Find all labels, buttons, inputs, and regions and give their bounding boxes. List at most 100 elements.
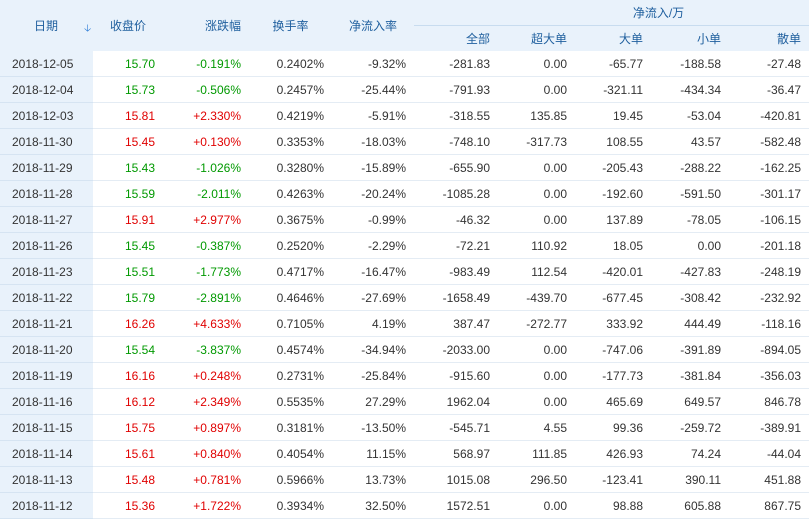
table-row: 2018-11-14 15.61 +0.840% 0.4054% 11.15% 568.9… <box>0 440 809 467</box>
net-large-cell: 465.69 <box>575 388 651 415</box>
change-cell: -3.837% <box>163 336 249 363</box>
net-all-cell: -318.55 <box>414 102 498 129</box>
change-cell: -2.891% <box>163 284 249 311</box>
net-small-cell: -53.04 <box>651 102 729 129</box>
close-cell: 15.73 <box>93 76 163 103</box>
table-row: 2018-11-13 15.48 +0.781% 0.5966% 13.73% 1015.… <box>0 466 809 493</box>
date-cell: 2018-11-13 <box>0 466 93 493</box>
column-header-turnover[interactable]: 换手率 <box>249 0 332 51</box>
net-large-cell: 98.88 <box>575 492 651 519</box>
table-body: 2018-12-05 15.70 -0.191% 0.2402% -9.32% -281.… <box>0 51 809 519</box>
net-retail-cell: -582.48 <box>729 128 809 155</box>
table-row: 2018-11-19 16.16 +0.248% 0.2731% -25.84% -915… <box>0 362 809 389</box>
change-cell: +4.633% <box>163 310 249 337</box>
table-row: 2018-12-03 15.81 +2.330% 0.4219% -5.91% -318.… <box>0 102 809 129</box>
net-large-cell: 426.93 <box>575 440 651 467</box>
net-rate-cell: 27.29% <box>332 388 414 415</box>
change-cell: -1.026% <box>163 154 249 181</box>
column-header-all[interactable]: 全部 <box>414 25 498 51</box>
net-all-cell: -983.49 <box>414 258 498 285</box>
close-cell: 15.81 <box>93 102 163 129</box>
net-small-cell: -427.83 <box>651 258 729 285</box>
turnover-cell: 0.4219% <box>249 102 332 129</box>
net-xl-cell: 296.50 <box>498 466 575 493</box>
net-xl-cell: 0.00 <box>498 180 575 207</box>
arrow-down-icon[interactable]: 🡣 <box>84 23 92 34</box>
net-retail-cell: -27.48 <box>729 51 809 77</box>
date-cell: 2018-12-05 <box>0 51 93 77</box>
change-cell: +0.248% <box>163 362 249 389</box>
net-large-cell: -205.43 <box>575 154 651 181</box>
column-header-small[interactable]: 小单 <box>651 25 729 51</box>
turnover-cell: 0.4263% <box>249 180 332 207</box>
net-small-cell: -391.89 <box>651 336 729 363</box>
date-cell: 2018-11-23 <box>0 258 93 285</box>
net-large-cell: -192.60 <box>575 180 651 207</box>
net-small-cell: 390.11 <box>651 466 729 493</box>
column-header-net-rate[interactable]: 净流入率 <box>332 0 414 51</box>
turnover-cell: 0.3280% <box>249 154 332 181</box>
column-header-xl[interactable]: 超大单 <box>498 25 575 51</box>
column-header-close[interactable]: 收盘价 <box>93 0 163 51</box>
net-retail-cell: -106.15 <box>729 206 809 233</box>
change-cell: +2.330% <box>163 102 249 129</box>
net-small-cell: 444.49 <box>651 310 729 337</box>
turnover-cell: 0.3353% <box>249 128 332 155</box>
column-header-date[interactable]: 日期 🡣 <box>0 0 93 51</box>
table-row: 2018-12-05 15.70 -0.191% 0.2402% -9.32% -281.… <box>0 51 809 77</box>
column-header-change[interactable]: 涨跌幅 <box>163 0 249 51</box>
net-rate-cell: -16.47% <box>332 258 414 285</box>
net-large-cell: 19.45 <box>575 102 651 129</box>
turnover-cell: 0.2457% <box>249 76 332 103</box>
net-small-cell: -188.58 <box>651 51 729 77</box>
net-xl-cell: 110.92 <box>498 232 575 259</box>
net-all-cell: -2033.00 <box>414 336 498 363</box>
close-cell: 15.45 <box>93 232 163 259</box>
turnover-cell: 0.3181% <box>249 414 332 441</box>
close-cell: 15.75 <box>93 414 163 441</box>
net-large-cell: -123.41 <box>575 466 651 493</box>
table-row: 2018-12-04 15.73 -0.506% 0.2457% -25.44% -791… <box>0 76 809 103</box>
net-xl-cell: 0.00 <box>498 336 575 363</box>
column-header-large[interactable]: 大单 <box>575 25 651 51</box>
net-large-cell: 99.36 <box>575 414 651 441</box>
change-cell: +2.977% <box>163 206 249 233</box>
date-cell: 2018-11-30 <box>0 128 93 155</box>
table-header: 日期 🡣 收盘价 涨跌幅 换手率 净流入率 净流入/万 全部 超大单 大单 小单… <box>0 0 809 51</box>
turnover-cell: 0.3934% <box>249 492 332 519</box>
net-rate-cell: -15.89% <box>332 154 414 181</box>
date-cell: 2018-11-27 <box>0 206 93 233</box>
turnover-cell: 0.2731% <box>249 362 332 389</box>
date-cell: 2018-11-12 <box>0 492 93 519</box>
date-cell: 2018-11-21 <box>0 310 93 337</box>
change-cell: -0.387% <box>163 232 249 259</box>
net-rate-cell: -25.44% <box>332 76 414 103</box>
net-rate-cell: -13.50% <box>332 414 414 441</box>
net-xl-cell: 135.85 <box>498 102 575 129</box>
net-xl-cell: 112.54 <box>498 258 575 285</box>
table-row: 2018-11-22 15.79 -2.891% 0.4646% -27.69% -165… <box>0 284 809 311</box>
net-all-cell: -655.90 <box>414 154 498 181</box>
net-rate-cell: -5.91% <box>332 102 414 129</box>
net-rate-cell: -20.24% <box>332 180 414 207</box>
date-cell: 2018-11-26 <box>0 232 93 259</box>
change-cell: -0.191% <box>163 51 249 77</box>
change-cell: -2.011% <box>163 180 249 207</box>
turnover-cell: 0.4646% <box>249 284 332 311</box>
change-cell: +0.130% <box>163 128 249 155</box>
net-all-cell: 568.97 <box>414 440 498 467</box>
column-header-retail[interactable]: 散单 <box>729 25 809 51</box>
net-all-cell: -791.93 <box>414 76 498 103</box>
date-cell: 2018-12-03 <box>0 102 93 129</box>
net-retail-cell: -420.81 <box>729 102 809 129</box>
net-rate-cell: -34.94% <box>332 336 414 363</box>
change-cell: +0.781% <box>163 466 249 493</box>
date-cell: 2018-11-16 <box>0 388 93 415</box>
net-retail-cell: -162.25 <box>729 154 809 181</box>
turnover-cell: 0.7105% <box>249 310 332 337</box>
net-xl-cell: 111.85 <box>498 440 575 467</box>
net-all-cell: -1085.28 <box>414 180 498 207</box>
turnover-cell: 0.4717% <box>249 258 332 285</box>
net-all-cell: 387.47 <box>414 310 498 337</box>
